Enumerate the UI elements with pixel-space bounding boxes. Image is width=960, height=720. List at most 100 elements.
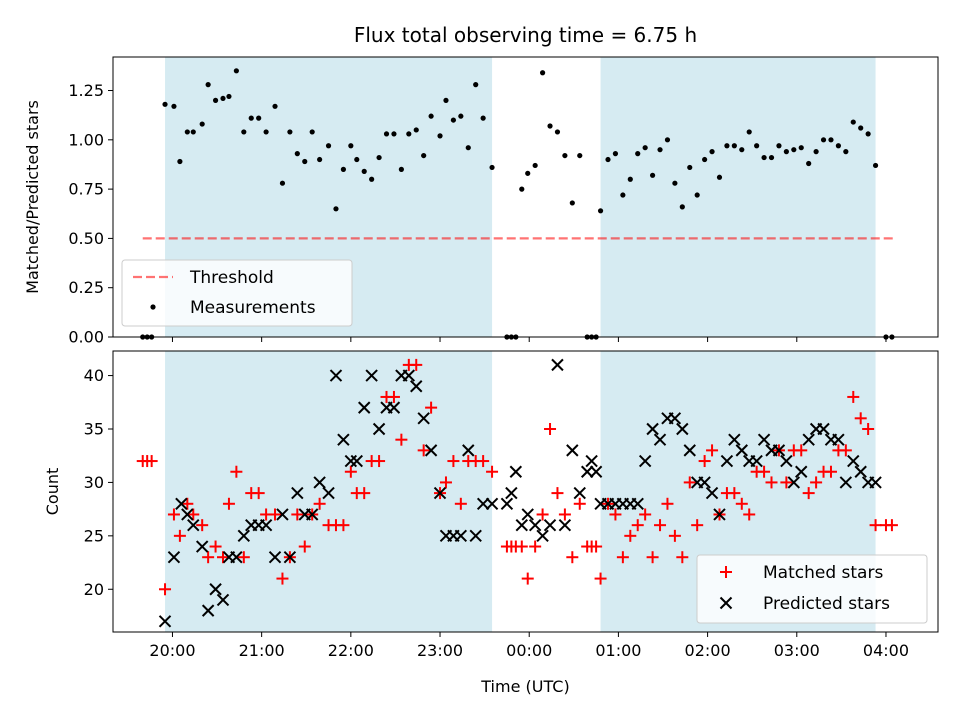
predicted-star-point <box>337 433 350 446</box>
matched-star-point <box>237 551 250 564</box>
measurement-point <box>642 145 648 151</box>
predicted-star-point <box>358 401 371 414</box>
measurement-point <box>791 147 797 153</box>
predicted-star-point <box>757 433 771 446</box>
y-tick-label: 0.75 <box>68 180 104 199</box>
legend-matched-label: Matched stars <box>763 563 883 583</box>
matched-star-point <box>521 572 534 585</box>
matched-star-point <box>173 529 186 542</box>
measurement-point <box>813 149 819 155</box>
matched-star-point <box>810 476 823 489</box>
predicted-star-point <box>566 444 579 457</box>
predicted-star-point <box>485 497 499 510</box>
matched-star-point <box>573 497 586 510</box>
matched-star-point <box>181 497 194 510</box>
matched-star-point <box>269 508 282 521</box>
measurement-point <box>233 68 239 74</box>
matched-star-point <box>624 529 637 542</box>
predicted-star-point <box>698 476 711 489</box>
predicted-star-point <box>372 422 386 436</box>
matched-star-point <box>758 465 771 478</box>
y-tick-label: 25 <box>84 526 104 545</box>
predicted-star-point <box>291 486 304 500</box>
y-tick-label: 1.00 <box>68 130 104 149</box>
measurement-point <box>547 123 553 129</box>
ratio-panel: 0.00 0.25 0.50 0.75 1.00 1.25 Flux total obse… <box>23 23 939 347</box>
measurement-point <box>391 131 397 137</box>
matched-star-point <box>536 508 549 521</box>
measurement-point <box>679 204 685 210</box>
matched-star-point <box>795 444 808 457</box>
measurement-point <box>413 127 419 133</box>
measurement-point <box>256 115 262 121</box>
measurement-point <box>325 143 332 149</box>
measurement-point <box>519 186 525 192</box>
measurement-point <box>369 176 375 182</box>
measurement-point <box>605 156 611 163</box>
matched-star-point <box>691 519 704 532</box>
matched-star-point <box>373 455 386 468</box>
legend-threshold-label: Threshold <box>189 268 274 288</box>
x-tick-label: 01:00 <box>595 641 641 660</box>
measurement-point <box>532 162 538 169</box>
matched-star-point <box>735 497 748 510</box>
matched-star-point <box>706 444 719 457</box>
predicted-star-point <box>558 518 572 532</box>
matched-star-point <box>654 519 667 532</box>
predicted-star-point <box>802 433 815 446</box>
measurement-point <box>361 168 367 174</box>
count-panel: 20 25 30 35 40 20:00 21:00 22:00 23:00 00:00 01:0… <box>43 350 939 696</box>
matched-star-point <box>167 508 180 521</box>
matched-star-point <box>839 444 852 457</box>
matched-star-point <box>410 358 423 371</box>
predicted-star-point <box>454 529 468 543</box>
legend-measurements-label: Measurements <box>190 298 316 318</box>
predicted-star-point <box>573 486 586 500</box>
count-y-ticks: 20 25 30 35 40 <box>84 366 113 599</box>
measurement-point <box>562 152 568 159</box>
matched-star-point <box>425 401 438 414</box>
predicted-star-point <box>476 497 490 510</box>
measurement-point <box>612 151 619 157</box>
legend-measurement-swatch <box>150 304 156 310</box>
x-tick-label: 20:00 <box>149 641 195 660</box>
ratio-legend: Threshold Measurements <box>121 259 353 327</box>
matched-star-point <box>676 551 689 564</box>
matched-star-point <box>590 540 603 553</box>
matched-star-point <box>639 508 652 521</box>
measurement-point <box>709 149 715 155</box>
matched-star-point <box>344 465 357 478</box>
measurement-point <box>294 151 300 157</box>
predicted-star-point <box>187 518 200 532</box>
predicted-star-point <box>469 529 482 543</box>
predicted-star-point <box>728 433 741 446</box>
predicted-star-point <box>259 518 273 532</box>
predicted-star-point <box>668 412 682 425</box>
matched-star-point <box>486 465 499 478</box>
predicted-star-point <box>158 615 172 628</box>
matched-star-point <box>202 551 215 564</box>
matched-star-point <box>854 412 867 425</box>
matched-star-point <box>358 487 371 500</box>
matched-star-point <box>222 497 235 510</box>
predicted-star-point <box>387 401 401 414</box>
predicted-star-point <box>462 444 475 457</box>
measurement-point <box>620 192 626 198</box>
measurement-point <box>443 97 449 103</box>
predicted-star-point <box>854 465 867 478</box>
predicted-star-point <box>521 508 534 521</box>
y-tick-label: 30 <box>84 473 104 492</box>
measurement-point <box>383 131 390 137</box>
x-tick-label: 04:00 <box>863 641 909 660</box>
measurement-point <box>348 143 354 149</box>
matched-star-point <box>566 551 579 564</box>
predicted-star-point <box>417 412 430 425</box>
measurement-point <box>798 145 804 151</box>
matched-star-point <box>477 455 490 468</box>
measurement-point <box>450 117 457 123</box>
matched-star-point <box>439 476 452 489</box>
measurement-point <box>171 103 177 109</box>
predicted-star-point <box>433 486 447 500</box>
x-tick-label: 00:00 <box>506 641 552 660</box>
measurement-point <box>828 137 834 143</box>
